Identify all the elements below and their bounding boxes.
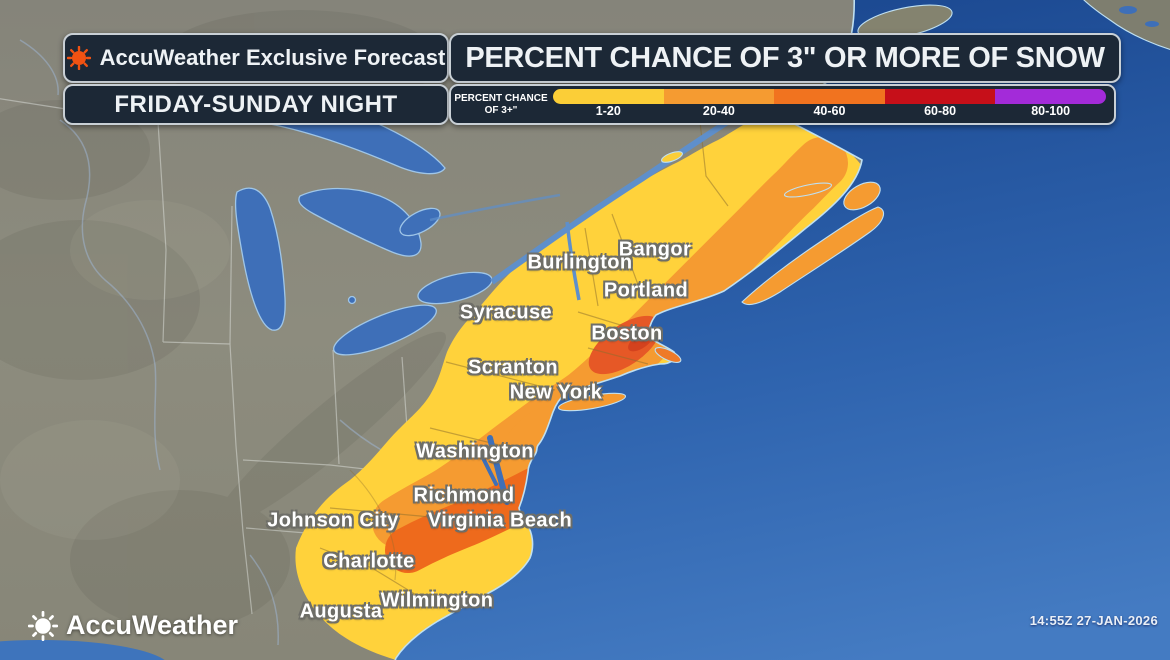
accuweather-sun-logo-icon bbox=[28, 610, 58, 641]
st-lawrence-river bbox=[429, 101, 760, 301]
legend-range-40-60: 40-60 bbox=[813, 104, 846, 118]
legend-segment-1-20 bbox=[553, 89, 664, 104]
brand-wordmark: AccuWeather bbox=[66, 610, 239, 640]
city-label-washington: Washington bbox=[416, 440, 534, 463]
legend-range-20-40: 20-40 bbox=[702, 104, 735, 118]
legend-scale: 1-20 20-40 40-60 60-80 80-100 bbox=[551, 86, 1114, 123]
city-label-scranton: Scranton bbox=[468, 356, 558, 379]
legend-range-80-100: 80-100 bbox=[1031, 104, 1071, 118]
legend-range-60-80: 60-80 bbox=[924, 104, 957, 118]
city-label-augusta: Augusta bbox=[299, 600, 383, 623]
legend-segment-60-80 bbox=[884, 89, 996, 104]
city-label-syracuse: Syracuse bbox=[459, 301, 553, 324]
city-label-portland: Portland bbox=[603, 279, 689, 302]
city-label-richmond: Richmond bbox=[413, 484, 515, 507]
forecast-period-label: FRIDAY-SUNDAY NIGHT bbox=[114, 90, 398, 118]
map-title-bar: PERCENT CHANCE OF 3" OR MORE OF SNOW bbox=[449, 33, 1121, 83]
city-label-charlotte: Charlotte bbox=[323, 550, 415, 573]
terrain-highlight bbox=[0, 200, 230, 540]
city-label-virginia-beach: Virginia Beach bbox=[427, 509, 573, 532]
accuweather-sun-icon bbox=[66, 46, 91, 70]
accuweather-logo: AccuWeather bbox=[28, 610, 238, 641]
forecast-period-badge: FRIDAY-SUNDAY NIGHT bbox=[63, 84, 449, 125]
legend-range-labels: 1-20 20-40 40-60 60-80 80-100 bbox=[553, 104, 1106, 119]
chesapeake-bay bbox=[478, 435, 510, 505]
legend-segment-40-60 bbox=[774, 89, 885, 104]
maritime-landmasses bbox=[557, 0, 1170, 412]
legend-title-line2: OF 3+" bbox=[484, 104, 518, 116]
city-label-wilmington: Wilmington bbox=[380, 589, 494, 612]
city-label-bangor: Bangor bbox=[618, 238, 692, 261]
exclusive-forecast-label: AccuWeather Exclusive Forecast bbox=[99, 45, 446, 70]
city-label-boston: Boston bbox=[591, 322, 663, 345]
legend-segment-80-100 bbox=[995, 89, 1106, 104]
bottom-left-water bbox=[0, 640, 165, 660]
map-title: PERCENT CHANCE OF 3" OR MORE OF SNOW bbox=[465, 41, 1105, 74]
legend-title: PERCENT CHANCE OF 3+" bbox=[451, 86, 551, 123]
atlantic-ocean bbox=[394, 0, 1170, 660]
map-timestamp: 14:55Z 27-JAN-2026 bbox=[1029, 613, 1158, 628]
legend-title-line1: PERCENT CHANCE bbox=[454, 93, 548, 104]
exclusive-forecast-badge: AccuWeather Exclusive Forecast bbox=[63, 33, 449, 83]
legend-range-1-20: 1-20 bbox=[595, 104, 621, 118]
legend-colorbar bbox=[553, 89, 1106, 104]
city-label-johnson-city: Johnson City bbox=[267, 509, 399, 532]
state-borders-forecast-zone bbox=[319, 121, 729, 597]
legend-segment-20-40 bbox=[663, 89, 775, 104]
city-label-new-york: New York bbox=[509, 381, 603, 404]
city-label-burlington: Burlington bbox=[527, 251, 633, 274]
snow-chance-legend: PERCENT CHANCE OF 3+" 1-20 20-40 40-60 60-8… bbox=[449, 84, 1116, 125]
